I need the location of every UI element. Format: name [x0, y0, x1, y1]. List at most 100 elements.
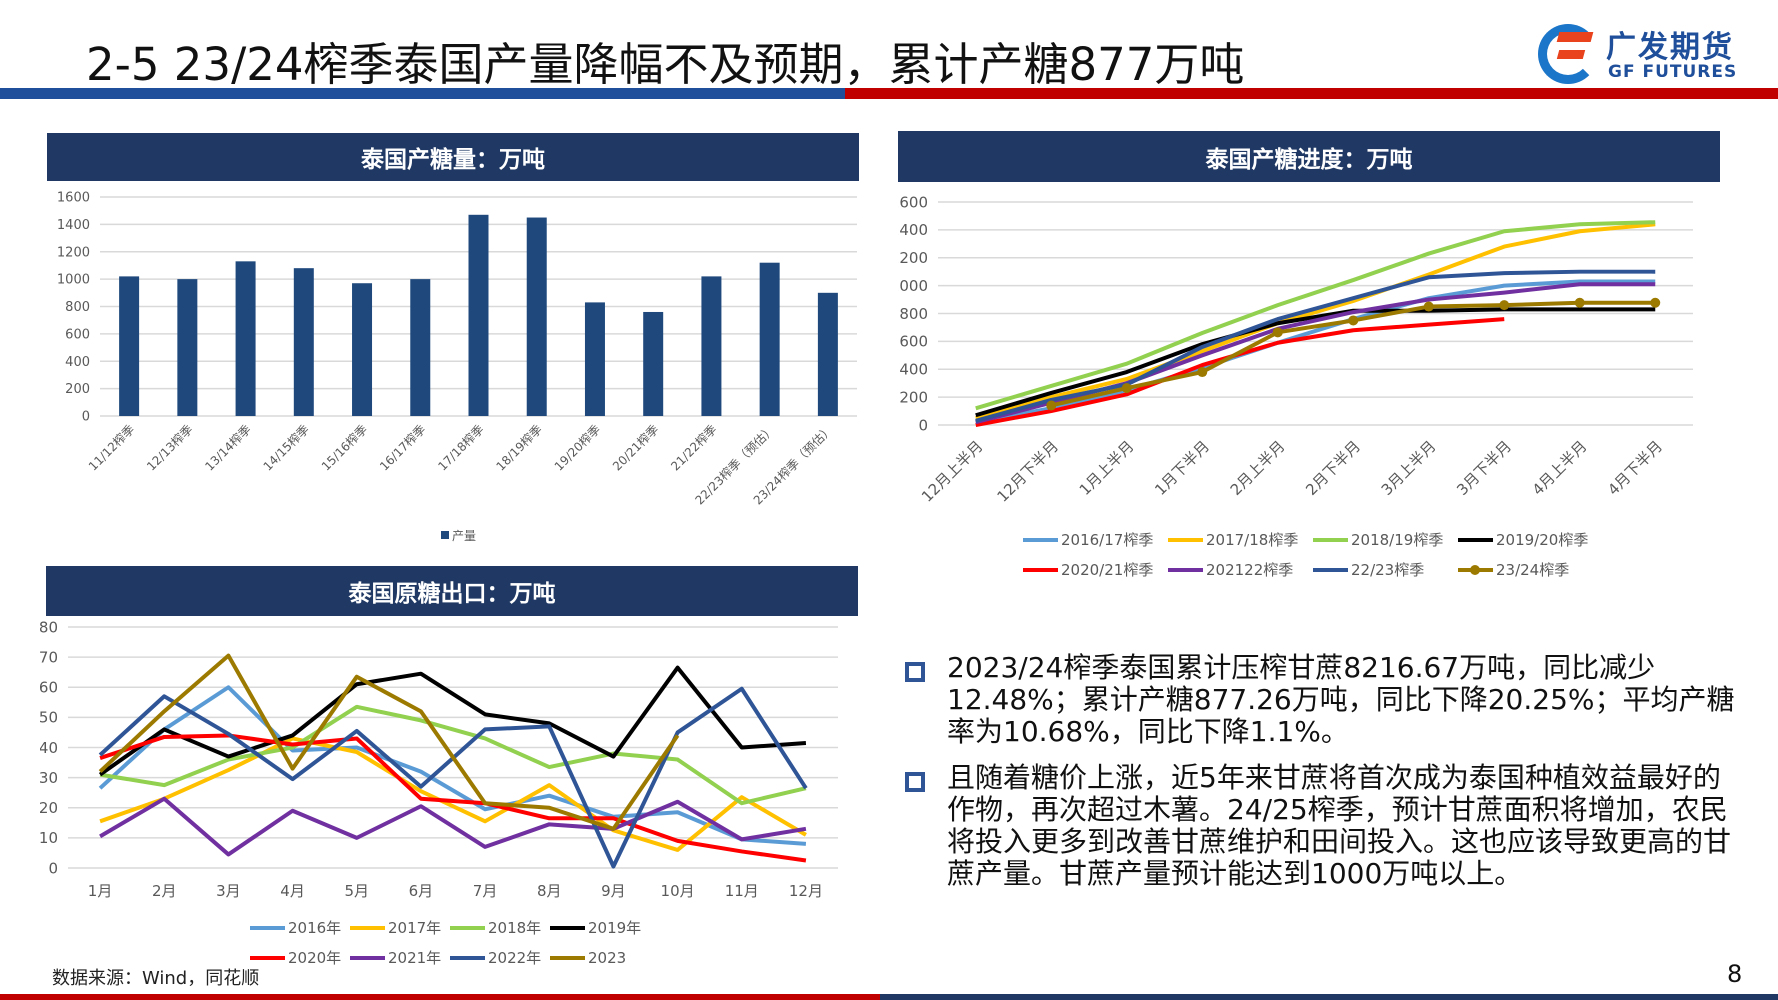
- legend-label: 202122榨季: [1206, 561, 1293, 579]
- x-tick-label: 10月: [661, 882, 695, 900]
- legend-label: 2021年: [388, 949, 441, 967]
- page-number: 8: [1727, 960, 1743, 988]
- series-line: [975, 269, 1656, 423]
- x-tick-label: 12月下半月: [993, 437, 1062, 506]
- x-tick-label: 14/15榨季: [260, 422, 312, 474]
- x-tick-label: 12月: [789, 882, 823, 900]
- x-tick-label: 1月上半月: [1076, 437, 1138, 499]
- bar: [119, 276, 140, 416]
- x-tick-label: 17/18榨季: [435, 422, 487, 474]
- x-tick-label: 11/12榨季: [85, 422, 137, 474]
- x-tick-label: 3月上半月: [1378, 437, 1440, 499]
- y-tick-label: 1600: [57, 191, 90, 206]
- square-bullet-icon: [905, 662, 925, 682]
- exports-line-chart: 0 10 20 30 40 50 60 70 80 1月 2月 3月 4月 5月 6月 7月 8月 9月 10月 11…: [40, 618, 838, 967]
- series-line: [99, 733, 807, 863]
- commentary: 2023/24榨季泰国累计压榨甘蔗8216.67万吨，同比减少12.48%；累计…: [905, 652, 1745, 904]
- series-line: [975, 307, 1656, 418]
- bar: [584, 302, 605, 416]
- y-tick-label: 800: [65, 300, 90, 315]
- bar: [235, 261, 256, 416]
- series-line: [98, 665, 807, 777]
- logo-mark-bar: [1556, 32, 1594, 42]
- legend-label: 2017/18榨季: [1206, 531, 1298, 549]
- x-tick-label: 13/14榨季: [202, 422, 254, 474]
- legend-label: 2019/20榨季: [1496, 531, 1588, 549]
- y-tick-label: 70: [40, 648, 58, 666]
- legend-swatch: [441, 531, 449, 539]
- y-tick-label: 1200: [57, 245, 90, 260]
- legend-label: 2018年: [488, 919, 541, 937]
- data-point: [1650, 297, 1661, 308]
- x-tick-label: 15/16榨季: [318, 422, 370, 474]
- series-line: [975, 222, 1656, 420]
- data-point: [1197, 367, 1208, 378]
- x-tick-label: 6月: [409, 882, 434, 900]
- square-bullet-icon: [905, 772, 925, 792]
- bar: [759, 262, 780, 416]
- x-tick-label: 2月上半月: [1227, 437, 1289, 499]
- x-tick-label: 11月: [725, 882, 759, 900]
- x-tick-label: 12/13榨季: [143, 422, 195, 474]
- legend-label: 2018/19榨季: [1351, 531, 1443, 549]
- x-tick-label: 3月: [216, 882, 241, 900]
- legend-label: 22/23榨季: [1351, 561, 1424, 579]
- x-tick-label: 12月上半月: [918, 437, 987, 506]
- legend-label: 23/24榨季: [1496, 561, 1569, 579]
- page-title: 2-5 23/24榨季泰国产量降幅不及预期，累计产糖877万吨: [86, 38, 1245, 91]
- y-tick-label: 400: [899, 361, 928, 379]
- bar: [293, 268, 314, 416]
- y-tick-label: 0: [48, 859, 58, 877]
- x-tick-label: 4月上半月: [1529, 437, 1591, 499]
- data-point: [1574, 297, 1585, 308]
- bar: [177, 279, 198, 416]
- production-chart-title: 泰国产糖量：万吨: [47, 133, 859, 181]
- y-tick-label: 50: [40, 709, 58, 727]
- bar: [526, 217, 547, 416]
- gf-futures-logo: 广发期货 GF FUTURES: [1530, 18, 1775, 88]
- x-tick-label: 5月: [344, 882, 369, 900]
- bullet-item: 2023/24榨季泰国累计压榨甘蔗8216.67万吨，同比减少12.48%；累计…: [905, 652, 1745, 748]
- x-tick-label: 2月: [152, 882, 177, 900]
- series-line: [975, 279, 1656, 425]
- legend-label: 2022年: [488, 949, 541, 967]
- footer-divider-blue: [880, 994, 1778, 1000]
- x-tick-label: 3月下半月: [1453, 437, 1515, 499]
- y-tick-label: 60: [40, 679, 58, 697]
- logo-text-en: GF FUTURES: [1608, 62, 1738, 82]
- bullet-item: 且随着糖价上涨，近5年来甘蔗将首次成为泰国种植效益最好的作物，再次超过木薯。24…: [905, 762, 1745, 890]
- exports-chart-title: 泰国原糖出口：万吨: [46, 566, 858, 616]
- legend-label: 产量: [452, 529, 476, 543]
- series-line: [98, 685, 807, 846]
- x-tick-label: 1月: [88, 882, 113, 900]
- y-tick-label: 1600: [898, 193, 928, 211]
- bullet-text: 2023/24榨季泰国累计压榨甘蔗8216.67万吨，同比减少12.48%；累计…: [947, 651, 1735, 748]
- series-line: [99, 796, 807, 857]
- y-tick-label: 1000: [57, 273, 90, 288]
- bar: [410, 279, 431, 416]
- y-tick-label: 1000: [898, 277, 928, 295]
- logo-text-cn: 广发期货: [1606, 30, 1734, 65]
- progress-chart-title: 泰国产糖进度：万吨: [898, 131, 1720, 182]
- bar: [352, 283, 373, 416]
- y-tick-label: 1400: [57, 218, 90, 233]
- bar: [643, 311, 664, 416]
- y-tick-label: 600: [65, 327, 90, 342]
- header-divider-blue: [0, 88, 845, 99]
- x-tick-label: 4月下半月: [1604, 437, 1666, 499]
- y-tick-label: 0: [918, 416, 928, 434]
- data-source: 数据来源：Wind，同花顺: [52, 968, 260, 989]
- y-tick-label: 1400: [898, 221, 928, 239]
- y-tick-label: 1200: [898, 249, 928, 267]
- y-tick-label: 400: [65, 355, 90, 370]
- legend-label: 2020年: [288, 949, 341, 967]
- x-tick-label: 8月: [537, 882, 562, 900]
- bullet-text: 且随着糖价上涨，近5年来甘蔗将首次成为泰国种植效益最好的作物，再次超过木薯。24…: [947, 761, 1732, 890]
- y-tick-label: 80: [40, 618, 58, 636]
- bar: [701, 276, 722, 416]
- x-tick-label: 9月: [601, 882, 626, 900]
- y-tick-label: 0: [82, 410, 90, 425]
- x-tick-label: 7月: [473, 882, 498, 900]
- progress-line-chart: 0 200 400 600 800 1000 1200 1400 1600 12月上半月12月下半…: [898, 193, 1693, 579]
- series-line: [98, 653, 680, 831]
